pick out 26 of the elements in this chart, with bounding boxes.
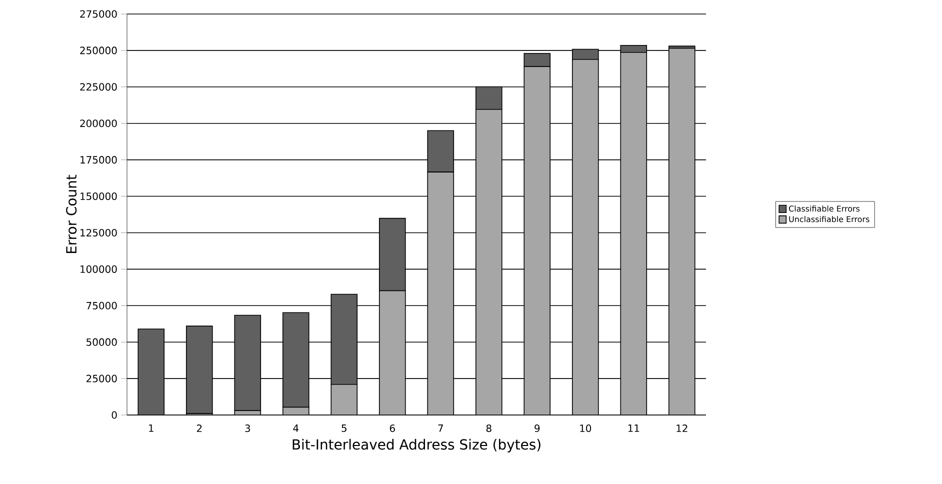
y-tick-label: 75000 xyxy=(86,302,117,310)
x-tick-label: 8 xyxy=(486,424,492,432)
y-tick-label: 25000 xyxy=(86,374,117,382)
y-tick-label: 200000 xyxy=(80,120,117,128)
y-tick-label: 100000 xyxy=(80,265,117,273)
x-tick-label: 4 xyxy=(293,424,298,432)
x-tick-label: 11 xyxy=(628,424,640,432)
y-tick-label: 225000 xyxy=(80,83,117,91)
x-tick-label: 5 xyxy=(342,424,346,432)
y-tick-label: 50000 xyxy=(86,338,117,346)
x-tick-label: 7 xyxy=(438,424,443,432)
y-tick-label: 150000 xyxy=(80,192,117,200)
x-tick-label: 2 xyxy=(196,424,202,432)
y-axis-title: Error Count xyxy=(66,174,77,254)
x-tick-label: 10 xyxy=(580,424,592,432)
x-axis-title: Bit-Interleaved Address Size (bytes) xyxy=(292,438,540,452)
y-tick-label: 175000 xyxy=(80,156,117,164)
x-tick-label: 3 xyxy=(245,424,250,432)
x-tick-label: 12 xyxy=(676,424,688,432)
x-tick-label: 6 xyxy=(390,424,395,432)
y-tick-label: 250000 xyxy=(80,46,117,54)
y-tick-label: 0 xyxy=(112,411,117,419)
x-tick-label: 1 xyxy=(149,424,154,432)
y-tick-label: 125000 xyxy=(80,228,117,236)
x-tick-label: 9 xyxy=(534,424,540,432)
y-tick-label: 275000 xyxy=(80,10,117,18)
